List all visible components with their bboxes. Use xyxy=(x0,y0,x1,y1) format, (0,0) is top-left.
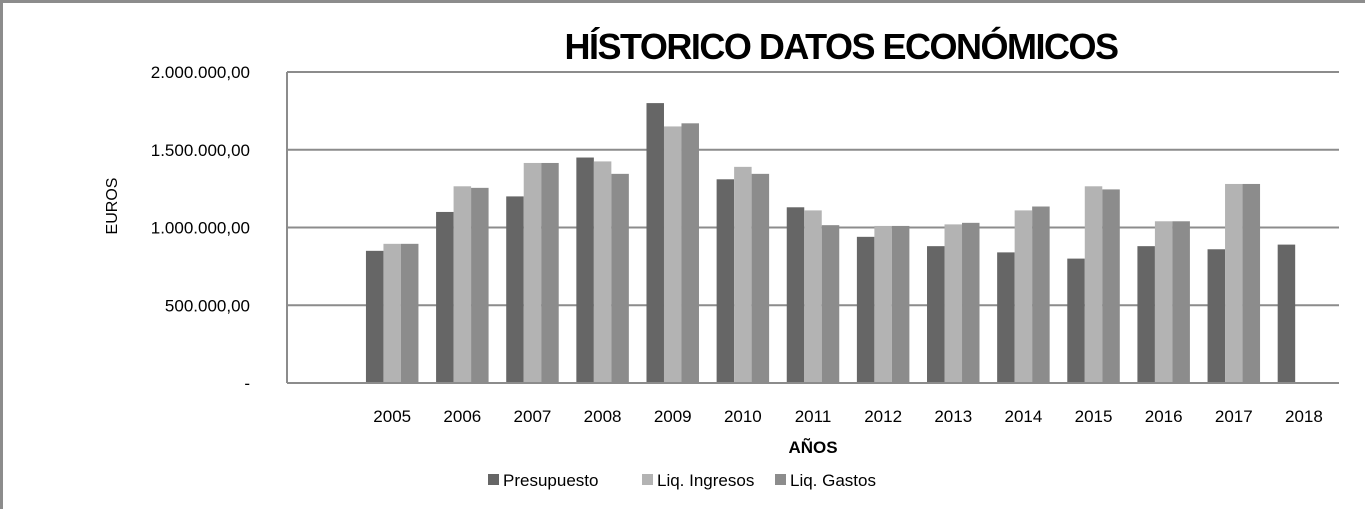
legend-swatch xyxy=(488,474,499,485)
bars xyxy=(365,103,1296,384)
x-tick-label: 2010 xyxy=(724,407,762,426)
bar-liq-ingresos-2017 xyxy=(1225,183,1243,383)
bar-liq-ingresos-2011 xyxy=(804,210,822,383)
x-tick-label: 2015 xyxy=(1075,407,1113,426)
bar-liq-gastos-2015 xyxy=(1102,189,1120,383)
y-tick-label: 1.000.000,00 xyxy=(151,219,250,238)
y-tick-label: 2.000.000,00 xyxy=(151,63,250,82)
bar-liq-gastos-2005 xyxy=(400,243,419,383)
bar-liq-gastos-2016 xyxy=(1172,221,1190,383)
bar-liq-ingresos-2015 xyxy=(1084,186,1103,383)
bar-presupuesto-2011 xyxy=(786,207,805,383)
x-tick-label: 2008 xyxy=(584,407,622,426)
bar-liq-ingresos-2013 xyxy=(944,224,963,383)
bar-presupuesto-2013 xyxy=(927,246,945,383)
legend-swatch xyxy=(642,474,653,485)
bar-presupuesto-2010 xyxy=(716,179,735,383)
legend-label: Liq. Ingresos xyxy=(657,471,754,490)
bar-liq-ingresos-2008 xyxy=(593,161,612,383)
bar-presupuesto-2016 xyxy=(1137,246,1155,383)
bar-presupuesto-2014 xyxy=(997,252,1015,383)
bar-liq-gastos-2014 xyxy=(1032,206,1050,383)
x-tick-label: 2016 xyxy=(1145,407,1183,426)
bar-presupuesto-2017 xyxy=(1207,249,1226,383)
bar-liq-ingresos-2016 xyxy=(1154,221,1173,383)
bar-presupuesto-2005 xyxy=(365,250,384,383)
x-tick-label: 2013 xyxy=(934,407,972,426)
x-tick-label: 2007 xyxy=(514,407,552,426)
bar-liq-ingresos-2009 xyxy=(663,126,682,384)
x-tick-label: 2012 xyxy=(864,407,902,426)
bar-liq-ingresos-2007 xyxy=(523,162,542,383)
x-tick-label: 2005 xyxy=(373,407,411,426)
x-tick-label: 2014 xyxy=(1004,407,1042,426)
y-tick-label: 500.000,00 xyxy=(165,296,250,315)
bar-liq-ingresos-2010 xyxy=(734,166,752,383)
y-tick-labels: - 500.000,00 1.000.000,00 1.500.000,00 2.000… xyxy=(151,63,250,393)
bar-presupuesto-2007 xyxy=(506,196,524,383)
x-tick-label: 2011 xyxy=(795,407,832,426)
x-tick-labels: 2005 2006 2007 2008 2009 2010 2011 2012 2013 2014… xyxy=(373,407,1323,426)
bar-presupuesto-2009 xyxy=(646,103,664,383)
bar-liq-gastos-2012 xyxy=(891,225,910,383)
bar-liq-gastos-2010 xyxy=(751,173,770,383)
bar-liq-gastos-2013 xyxy=(962,222,980,383)
x-tick-label: 2009 xyxy=(654,407,692,426)
bar-liq-ingresos-2012 xyxy=(874,225,892,383)
x-tick-label: 2017 xyxy=(1215,407,1253,426)
legend-label: Presupuesto xyxy=(503,471,598,490)
bar-presupuesto-2006 xyxy=(436,211,454,383)
bar-liq-gastos-2017 xyxy=(1242,183,1261,383)
bar-liq-ingresos-2006 xyxy=(453,186,472,383)
bar-liq-gastos-2009 xyxy=(681,123,699,383)
legend-swatch xyxy=(775,474,786,485)
x-axis-title: AÑOS xyxy=(788,437,837,457)
bar-liq-gastos-2011 xyxy=(821,225,840,383)
y-tick-label: 1.500.000,00 xyxy=(151,141,250,160)
bar-presupuesto-2018 xyxy=(1277,244,1296,383)
chart-title: HÍSTORICO DATOS ECONÓMICOS xyxy=(564,25,1118,67)
legend: Presupuesto Liq. Ingresos Liq. Gastos xyxy=(488,471,876,490)
x-tick-label: 2018 xyxy=(1285,407,1323,426)
bar-presupuesto-2012 xyxy=(856,236,875,383)
bar-liq-ingresos-2005 xyxy=(383,243,401,383)
y-axis-title: EUROS xyxy=(104,178,121,235)
bar-liq-gastos-2008 xyxy=(611,173,629,383)
bar-liq-ingresos-2014 xyxy=(1014,210,1033,383)
bar-presupuesto-2008 xyxy=(576,157,594,383)
y-tick-label: - xyxy=(244,374,250,393)
bar-liq-gastos-2006 xyxy=(471,187,489,383)
axes xyxy=(286,72,1339,384)
chart-svg: HÍSTORICO DATOS ECONÓMICOS - 500.000,00 1.… xyxy=(104,25,1339,490)
bar-presupuesto-2015 xyxy=(1067,258,1085,383)
legend-label: Liq. Gastos xyxy=(790,471,876,490)
x-tick-label: 2006 xyxy=(443,407,481,426)
bar-liq-gastos-2007 xyxy=(541,162,559,383)
